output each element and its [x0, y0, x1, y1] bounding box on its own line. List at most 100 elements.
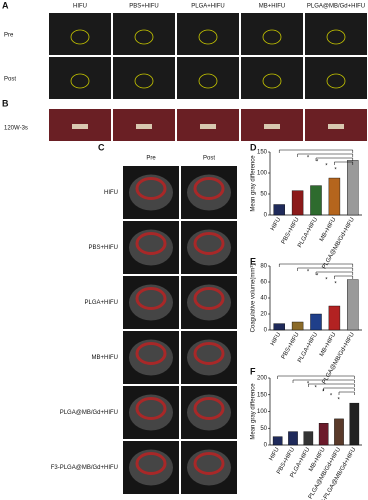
- doppler-overlay: [135, 177, 167, 200]
- ultrasound-image: [177, 13, 239, 55]
- significance-bracket: [334, 161, 354, 165]
- x-tick-label: MB+HIFU: [319, 332, 337, 358]
- doppler-overlay: [193, 452, 225, 475]
- column-label: Pre: [146, 156, 156, 162]
- y-tick-label: 40: [260, 296, 267, 302]
- ultrasound-image: [177, 57, 239, 99]
- panel-label: F: [250, 366, 256, 376]
- column-label: Post: [203, 156, 215, 162]
- ultrasound-image: [305, 13, 367, 55]
- doppler-overlay: [193, 287, 225, 310]
- row-label: PBS+HIFU: [88, 245, 118, 251]
- doppler-overlay: [135, 452, 167, 475]
- x-tick-label: HIFU: [269, 447, 281, 462]
- significance-label: *: [322, 390, 325, 396]
- doppler-overlay: [193, 342, 225, 365]
- significance-label: *: [334, 282, 337, 288]
- panel-label: A: [2, 0, 9, 10]
- column-label: PBS+HIFU: [129, 4, 159, 10]
- region-outline: [326, 29, 346, 45]
- row-label: PLGA@MB/Gd+HIFU: [60, 410, 118, 416]
- x-tick-label: PBS+HIFU: [281, 217, 301, 246]
- row-label: MB+HIFU: [91, 355, 118, 361]
- y-tick-label: 50: [260, 426, 267, 432]
- y-tick-label: 0: [264, 213, 268, 219]
- ultrasound-image: [113, 13, 175, 55]
- x-tick-label: PLGA+HIFU: [297, 217, 319, 249]
- significance-label: *: [330, 394, 333, 400]
- lesion: [136, 124, 152, 129]
- region-outline: [262, 29, 282, 45]
- region-outline: [70, 73, 90, 89]
- x-tick-label: PBS+HIFU: [281, 332, 301, 361]
- significance-bracket: [277, 375, 355, 379]
- significance-label: *: [325, 164, 328, 170]
- y-tick-label: 0: [264, 328, 268, 334]
- doppler-overlay: [135, 287, 167, 310]
- row-label: Pre: [4, 33, 14, 39]
- y-tick-label: 60: [260, 280, 267, 286]
- significance-label: *: [314, 386, 317, 392]
- bar: [347, 160, 359, 216]
- significance-label: *: [316, 160, 319, 166]
- x-tick-label: PLGA+HIFU: [297, 332, 319, 364]
- doppler-overlay: [135, 232, 167, 255]
- bar: [273, 323, 285, 331]
- significance-bracket: [308, 383, 355, 387]
- lesion: [72, 124, 88, 129]
- row-label: HIFU: [104, 190, 118, 196]
- significance-label: *: [334, 168, 337, 174]
- ultrasound-image: [49, 13, 111, 55]
- y-tick-label: 200: [257, 376, 268, 382]
- ultrasound-image: [49, 57, 111, 99]
- bar: [272, 436, 283, 446]
- bar: [334, 418, 344, 446]
- bar: [318, 423, 329, 446]
- x-tick-label: MB+HIFU: [319, 217, 337, 243]
- significance-label: *: [337, 398, 340, 404]
- region-outline: [70, 29, 90, 45]
- panel-label: E: [250, 256, 256, 266]
- y-tick-label: 100: [257, 171, 268, 177]
- y-tick-label: 150: [257, 150, 268, 156]
- significance-bracket: [278, 149, 354, 153]
- region-outline: [326, 73, 346, 89]
- region-outline: [198, 29, 218, 45]
- bar: [291, 190, 304, 216]
- ultrasound-image: [241, 13, 303, 55]
- doppler-overlay: [135, 342, 167, 365]
- region-outline: [198, 73, 218, 89]
- y-tick-label: 50: [260, 192, 267, 198]
- bar: [291, 321, 304, 331]
- bar: [347, 279, 359, 331]
- bar: [273, 204, 285, 216]
- significance-bracket: [323, 387, 355, 391]
- bar: [310, 185, 322, 216]
- significance-label: *: [325, 278, 328, 284]
- y-tick-label: 100: [257, 409, 268, 415]
- row-label: PLGA+HIFU: [84, 300, 118, 306]
- y-axis-title: Mean gray difference: [251, 155, 257, 212]
- y-tick-label: 80: [260, 264, 267, 270]
- panel-label: C: [98, 142, 105, 152]
- ultrasound-image: [305, 57, 367, 99]
- column-label: PLGA+HIFU: [191, 4, 225, 10]
- column-label: PLGA@MB/Gd+HIFU: [307, 4, 365, 10]
- doppler-overlay: [135, 397, 167, 420]
- lesion: [264, 124, 280, 129]
- lesion: [328, 124, 344, 129]
- bar: [328, 305, 341, 331]
- significance-label: *: [307, 270, 310, 276]
- lesion: [200, 124, 216, 129]
- panel-label: B: [2, 98, 9, 108]
- significance-bracket: [297, 153, 354, 157]
- bar: [310, 313, 322, 331]
- x-tick-label: HIFU: [270, 332, 282, 347]
- significance-bracket: [338, 391, 355, 395]
- significance-bracket: [297, 267, 354, 271]
- y-axis-title: Mean gray difference: [251, 383, 257, 440]
- doppler-overlay: [193, 232, 225, 255]
- region-outline: [134, 73, 154, 89]
- row-label: F3-PLGA@MB/Gd+HIFU: [51, 465, 118, 471]
